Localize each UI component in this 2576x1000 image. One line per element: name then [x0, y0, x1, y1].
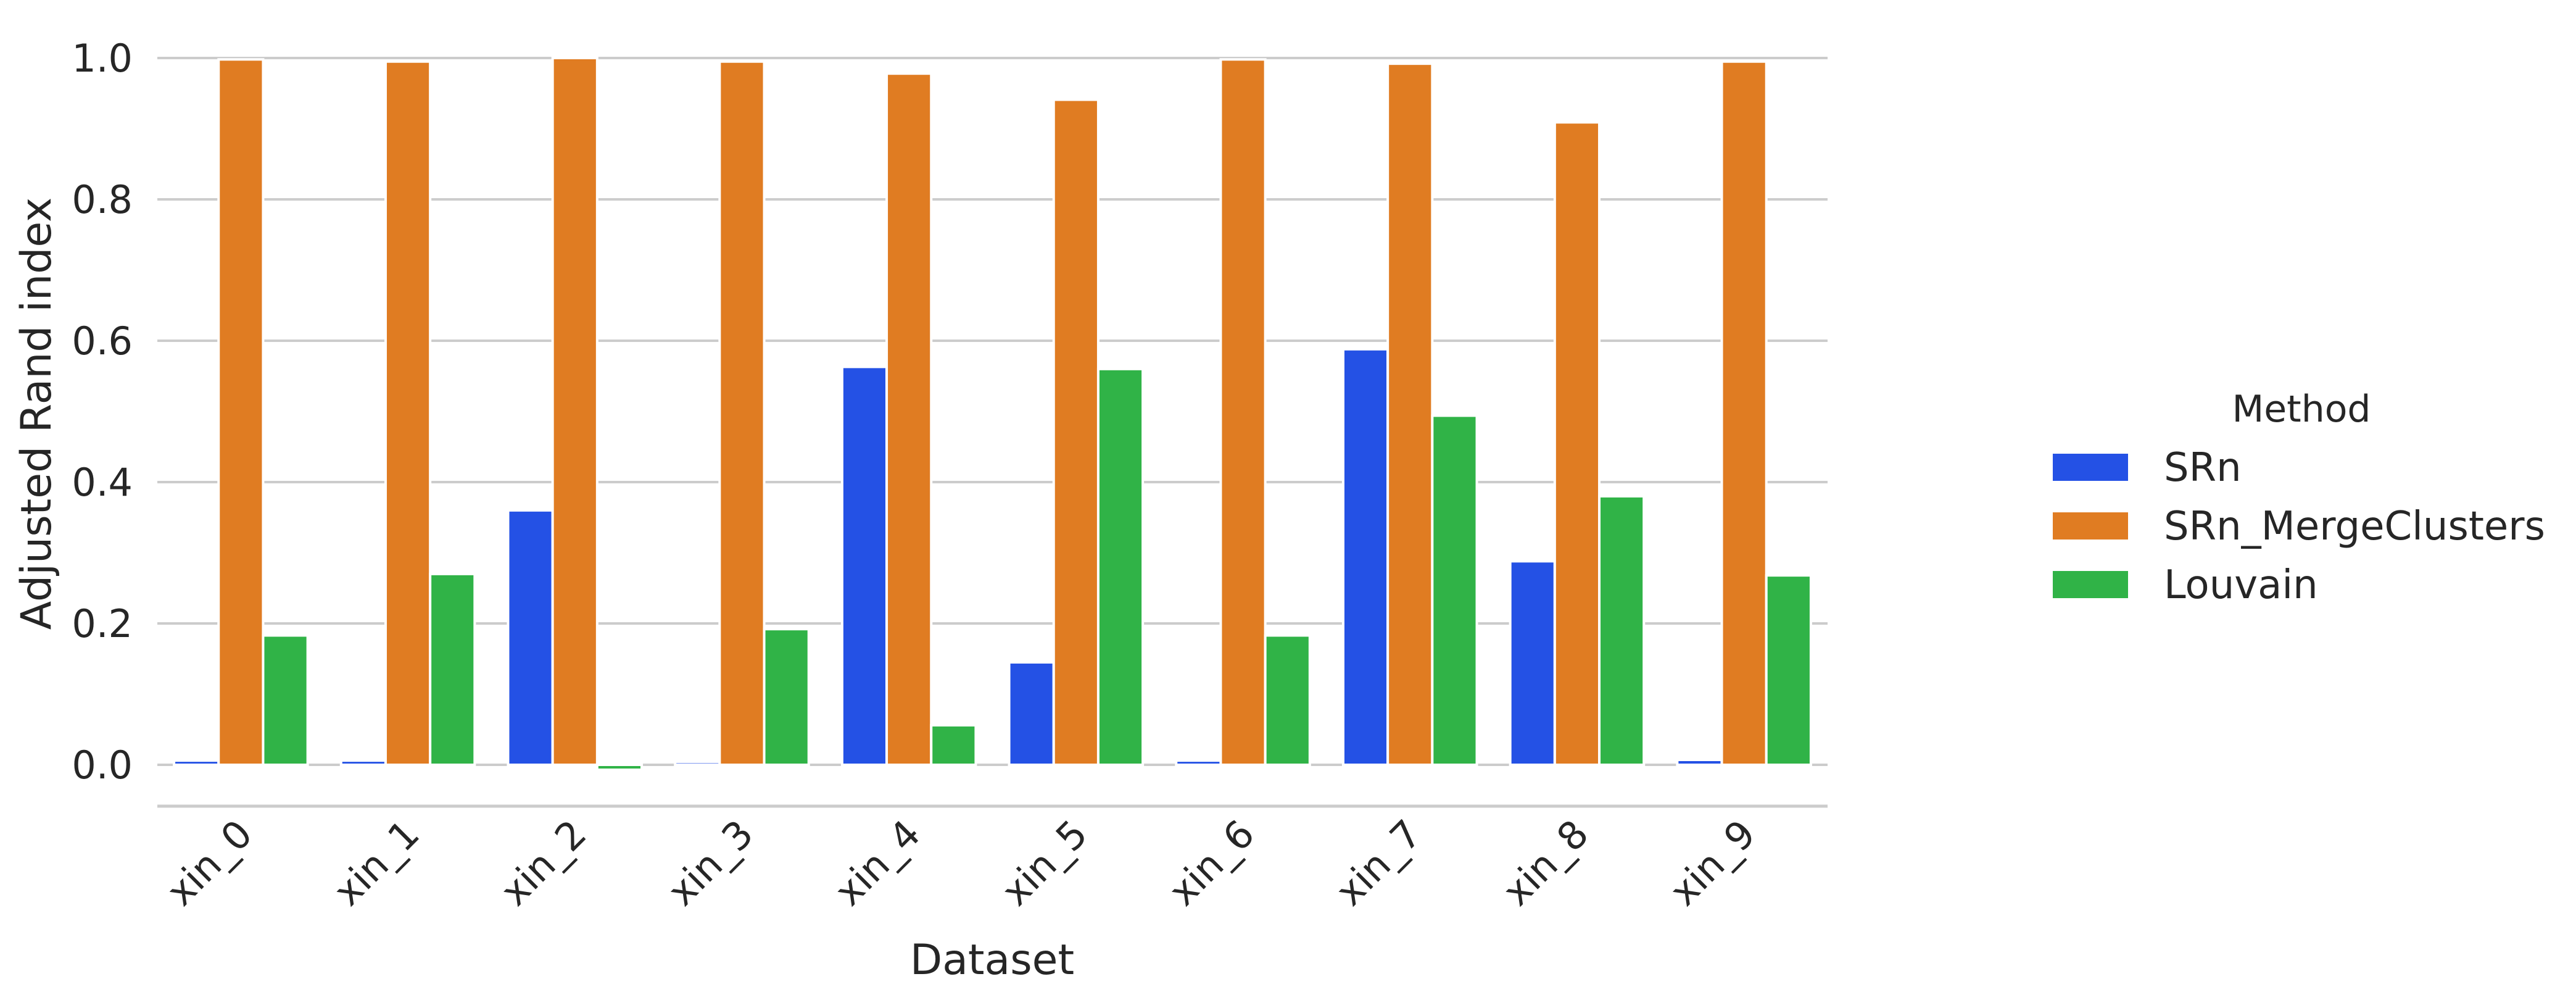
- bar-Louvain-xin_6: [1264, 634, 1311, 766]
- bar-SRn_MergeClusters-xin_5: [1052, 98, 1100, 766]
- bar-SRn-xin_3: [674, 760, 721, 767]
- legend-swatch: [2053, 571, 2128, 598]
- bar-SRn_MergeClusters-xin_2: [551, 57, 598, 766]
- bar-SRn-xin_5: [1008, 660, 1055, 766]
- bar-Louvain-xin_2: [595, 764, 644, 772]
- bar-Louvain-xin_9: [1765, 574, 1812, 766]
- legend-swatch: [2053, 512, 2128, 540]
- x-tick-label: xin_5: [993, 811, 1096, 914]
- bar-Louvain-xin_5: [1096, 367, 1145, 766]
- x-axis-title: Dataset: [910, 936, 1074, 985]
- y-axis-title: Adjusted Rand index: [12, 198, 61, 630]
- x-tick-label: xin_2: [492, 811, 595, 914]
- bar-Louvain-xin_4: [930, 723, 977, 767]
- legend-label: SRn: [2164, 445, 2242, 491]
- legend-items: SRn SRn_MergeClusters Louvain: [2053, 445, 2545, 608]
- x-tick-label: xin_0: [158, 811, 261, 914]
- bar-SRn_MergeClusters-xin_1: [384, 60, 432, 767]
- legend-title: Method: [2232, 388, 2371, 431]
- x-tick-label: xin_4: [826, 811, 929, 914]
- bar-SRn-xin_2: [507, 509, 554, 766]
- bar-SRn-xin_4: [840, 365, 888, 766]
- bar-SRn_MergeClusters-xin_3: [718, 60, 766, 767]
- x-tick-label: xin_3: [659, 811, 762, 914]
- y-tick-label: 0.4: [72, 460, 133, 505]
- bar-SRn_MergeClusters-xin_7: [1386, 62, 1434, 766]
- y-tick-label: 0.0: [72, 743, 133, 788]
- bar-SRn_MergeClusters-xin_9: [1720, 60, 1768, 767]
- bar-SRn_MergeClusters-xin_4: [885, 72, 933, 767]
- bar-SRn_MergeClusters-xin_8: [1553, 121, 1601, 767]
- bar-Louvain-xin_1: [429, 572, 476, 766]
- bars: [173, 57, 1812, 772]
- bar-SRn-xin_9: [1676, 758, 1723, 766]
- x-tick-labels: xin_0 xin_1 xin_2 xin_3 xin_4 xin_5 xin_6 xin_7…: [158, 811, 1765, 914]
- x-tick-label: xin_8: [1494, 811, 1597, 914]
- y-tick-label: 0.6: [72, 319, 133, 364]
- bar-SRn_MergeClusters-xin_6: [1219, 58, 1267, 766]
- bar-SRn-xin_0: [173, 759, 220, 767]
- legend-label: Louvain: [2164, 562, 2318, 608]
- legend: Method SRn SRn_MergeClusters Louvain: [2053, 388, 2545, 608]
- bar-SRn-xin_7: [1341, 348, 1389, 766]
- bar-SRn-xin_1: [339, 759, 387, 767]
- bar-SRn-xin_6: [1175, 759, 1222, 767]
- bar-SRn_MergeClusters-xin_0: [217, 58, 265, 766]
- y-tick-label: 0.2: [72, 601, 133, 646]
- y-tick-label: 0.8: [72, 177, 133, 222]
- bar-Louvain-xin_8: [1598, 494, 1646, 767]
- x-tick-label: xin_7: [1327, 811, 1430, 914]
- x-tick-label: xin_6: [1160, 811, 1263, 914]
- x-tick-label: xin_1: [325, 811, 428, 914]
- bar-Louvain-xin_7: [1431, 414, 1478, 766]
- bar-SRn-xin_8: [1509, 560, 1556, 766]
- bar-Louvain-xin_0: [262, 634, 309, 766]
- bar-Louvain-xin_3: [763, 628, 810, 766]
- legend-label: SRn_MergeClusters: [2164, 504, 2545, 549]
- legend-swatch: [2053, 454, 2128, 481]
- y-tick-label: 1.0: [72, 36, 133, 81]
- y-tick-labels: 0.0 0.2 0.4 0.6 0.8 1.0: [72, 36, 133, 788]
- x-tick-label: xin_9: [1661, 811, 1764, 914]
